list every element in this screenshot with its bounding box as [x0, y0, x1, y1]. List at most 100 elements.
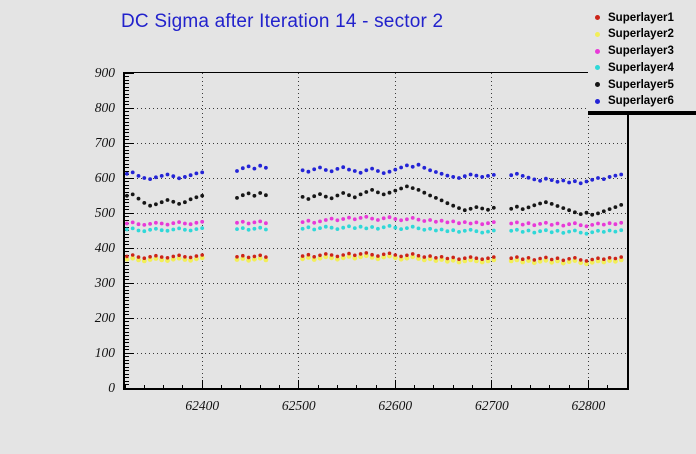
x-minor-tick [626, 385, 627, 388]
gridline-x [587, 73, 589, 388]
x-major-tick [491, 380, 493, 388]
y-minor-tick [125, 331, 129, 333]
legend: Superlayer1 Superlayer2 Superlayer3 Superla… [588, 8, 696, 115]
y-minor-tick [125, 272, 129, 273]
y-minor-tick [125, 86, 129, 88]
y-minor-tick [125, 132, 129, 133]
legend-item-label: Superlayer3 [608, 45, 674, 58]
y-minor-tick [125, 286, 129, 287]
y-minor-tick [125, 118, 129, 119]
x-minor-tick [433, 385, 435, 388]
legend-item-label: Superlayer1 [608, 11, 674, 24]
x-tick-label: 62400 [185, 398, 220, 413]
legend-item-superlayer2: Superlayer2 [588, 27, 696, 42]
y-minor-tick [125, 149, 129, 151]
y-tick-label: 200 [94, 310, 115, 325]
y-minor-tick [125, 384, 129, 385]
y-minor-tick [125, 209, 129, 210]
series-superlayer4 [125, 224, 624, 236]
y-minor-tick [125, 205, 129, 207]
gridline-y [125, 247, 627, 249]
series-superlayer6 [125, 162, 624, 186]
y-minor-tick [125, 79, 129, 81]
legend-marker-icon [595, 98, 600, 104]
y-tick-label: 700 [94, 135, 115, 150]
series-superlayer3 [125, 214, 624, 229]
y-tick-label: 300 [94, 275, 115, 290]
y-minor-tick [125, 303, 129, 305]
y-minor-tick [125, 226, 129, 228]
y-minor-tick [125, 237, 129, 238]
gridline-y [125, 142, 627, 144]
y-minor-tick [125, 244, 129, 245]
y-minor-tick [125, 275, 129, 277]
y-minor-tick [125, 216, 129, 217]
x-major-tick [587, 380, 589, 388]
gridline-x [491, 73, 493, 388]
legend-marker-icon [595, 82, 600, 88]
y-minor-tick [125, 111, 129, 112]
gridline-y [125, 317, 627, 319]
x-minor-tick [125, 385, 126, 388]
chart-title: DC Sigma after Iteration 14 - sector 2 [121, 11, 444, 32]
y-minor-tick [125, 268, 129, 270]
x-minor-tick [317, 385, 319, 388]
legend-item-label: Superlayer2 [608, 28, 674, 41]
x-major-tick [201, 380, 203, 388]
x-minor-tick [278, 385, 280, 388]
x-minor-tick [163, 385, 165, 388]
y-minor-tick [125, 251, 129, 252]
y-minor-tick [125, 380, 129, 382]
y-minor-tick [125, 202, 129, 203]
y-minor-tick [125, 114, 129, 116]
x-minor-tick [607, 385, 609, 388]
y-minor-tick [125, 300, 129, 301]
legend-item-superlayer6: Superlayer6 [588, 94, 696, 109]
y-minor-tick [125, 170, 129, 172]
series-superlayer2 [125, 253, 624, 267]
legend-item-label: Superlayer5 [608, 78, 674, 91]
gridline-x [298, 73, 300, 388]
y-minor-tick [125, 191, 129, 193]
y-minor-tick [125, 373, 129, 375]
y-minor-tick [125, 76, 129, 77]
y-major-tick [125, 107, 134, 109]
x-major-tick [298, 380, 300, 388]
y-minor-tick [125, 307, 129, 308]
x-minor-tick [375, 385, 377, 388]
series-superlayer5 [125, 184, 624, 217]
y-minor-tick [125, 349, 129, 350]
y-major-tick [125, 142, 134, 144]
gridline-y [125, 352, 627, 354]
y-minor-tick [125, 90, 129, 91]
y-minor-tick [125, 160, 129, 161]
x-minor-tick [356, 385, 358, 388]
x-tick-label: 62500 [281, 398, 316, 413]
legend-item-superlayer1: Superlayer1 [588, 10, 696, 25]
y-minor-tick [125, 104, 129, 105]
y-minor-tick [125, 356, 129, 357]
y-minor-tick [125, 328, 129, 329]
y-minor-tick [125, 198, 129, 200]
y-major-tick [125, 247, 134, 249]
y-minor-tick [125, 370, 129, 371]
y-minor-tick [125, 233, 129, 235]
y-minor-tick [125, 188, 129, 189]
y-major-tick [125, 282, 134, 284]
y-major-tick [125, 387, 134, 388]
y-minor-tick [125, 265, 129, 266]
legend-item-superlayer3: Superlayer3 [588, 44, 696, 59]
x-major-tick [394, 380, 396, 388]
y-tick-label: 500 [94, 205, 115, 220]
x-minor-tick [452, 385, 454, 388]
y-minor-tick [125, 121, 129, 123]
legend-marker-icon [595, 15, 600, 20]
legend-item-superlayer4: Superlayer4 [588, 60, 696, 75]
y-minor-tick [125, 359, 129, 361]
y-minor-tick [125, 377, 129, 378]
y-major-tick [125, 317, 134, 319]
y-minor-tick [125, 153, 129, 154]
y-minor-tick [125, 93, 129, 95]
x-minor-tick [240, 385, 242, 388]
y-minor-tick [125, 338, 129, 340]
